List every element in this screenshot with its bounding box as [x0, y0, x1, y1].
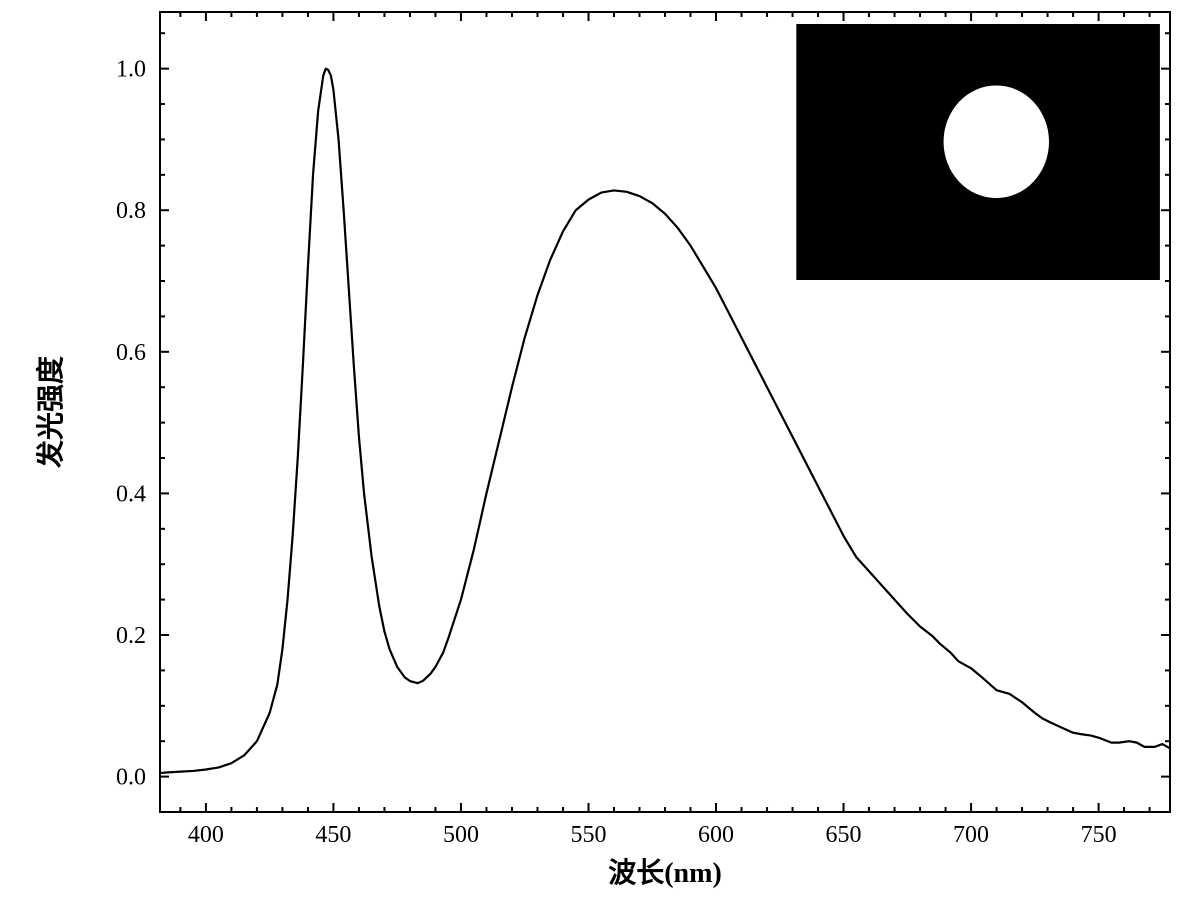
x-tick-label: 500 — [443, 822, 479, 848]
spectrum-chart: 400 450 500 550 600 650 700 750 0.0 0.2 0.4 0.6 0.8 1… — [0, 0, 1200, 901]
x-tick-label: 750 — [1081, 822, 1117, 848]
x-tick-label: 650 — [826, 822, 862, 848]
x-tick-label: 400 — [188, 822, 224, 848]
y-axis-label: 发光强度 — [34, 356, 67, 469]
chart-svg: 400 450 500 550 600 650 700 750 0.0 0.2 0.4 0.6 0.8 1… — [0, 0, 1200, 896]
x-tick-label: 700 — [953, 822, 989, 848]
y-tick-label: 0.8 — [116, 198, 146, 224]
y-tick-label: 0.4 — [116, 481, 146, 507]
x-axis-label: 波长(nm) — [608, 857, 722, 889]
y-tick-label: 0.6 — [116, 340, 146, 366]
y-tick-label: 0.2 — [116, 623, 146, 649]
y-tick-label: 1.0 — [116, 57, 146, 83]
x-tick-label: 600 — [698, 822, 734, 848]
x-tick-label: 550 — [570, 822, 606, 848]
inset-led-dot — [944, 85, 1049, 198]
y-tick-label: 0.0 — [116, 765, 146, 791]
x-tick-label: 450 — [315, 822, 351, 848]
